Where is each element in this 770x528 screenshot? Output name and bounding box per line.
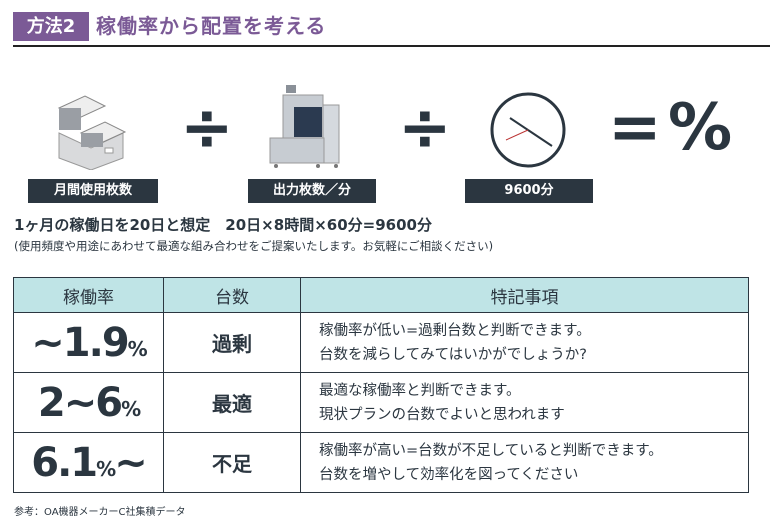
- header-units: 台数: [163, 277, 301, 313]
- note-line: 最適な稼働率と判断できます。: [319, 382, 521, 399]
- rate-value: 2~6: [37, 379, 123, 426]
- table-row: ~1.9% 過剰 稼働率が低い=過剰台数と判断できます。 台数を減らしてみてはいか…: [13, 312, 749, 373]
- utilization-table: 稼働率 台数 特記事項 ~1.9% 過剰 稼働率が低い=過剰台数と判断できます。…: [13, 277, 749, 493]
- clock-icon: [490, 92, 566, 168]
- note-line: 稼働率が高い=台数が不足していると判断できます。: [319, 442, 663, 459]
- source-footnote: 参考：OA機器メーカーC社集積データ: [14, 507, 186, 518]
- notes-cell: 稼働率が低い=過剰台数と判断できます。 台数を減らしてみてはいかがでしょうか?: [300, 312, 749, 373]
- notes-cell: 最適な稼働率と判断できます。現状プランの台数でよいと思われます: [300, 372, 749, 433]
- rate-unit: %: [127, 336, 148, 361]
- units-cell: 最適: [163, 372, 301, 433]
- note-line: 稼働率が低い=過剰台数と判断できます。: [319, 322, 591, 339]
- percent-sign: %: [668, 91, 733, 165]
- note-line: 台数を増やして効率化を図ってください: [319, 466, 579, 483]
- divide-sign: ÷: [180, 91, 234, 165]
- paper-stack-icon: [57, 95, 127, 170]
- equals-sign: =: [608, 91, 662, 165]
- units-cell: 過剰: [163, 312, 301, 373]
- assumption-text: 1ヶ月の稼働日を20日と想定 20日×8時間×60分=9600分: [14, 216, 432, 234]
- page-title: 稼働率から配置を考える: [96, 14, 327, 38]
- header-rate: 稼働率: [13, 277, 164, 313]
- divide-sign: ÷: [398, 91, 452, 165]
- rate-cell: 6.1%~: [13, 432, 164, 493]
- note-text: (使用頻度や用途にあわせて最適な組み合わせをご提案いたします。お気軽にご相談くだ…: [14, 239, 494, 253]
- rate-suffix: ~: [114, 439, 147, 486]
- rate-cell: 2~6%: [13, 372, 164, 433]
- label-output-per-minute: 出力枚数／分: [248, 179, 376, 203]
- units-cell: 不足: [163, 432, 301, 493]
- table-header-row: 稼働率 台数 特記事項: [13, 277, 749, 313]
- label-monthly-usage: 月間使用枚数: [28, 179, 158, 203]
- rate-value: ~1.9: [31, 319, 129, 366]
- rate-value: 6.1: [31, 439, 98, 486]
- rate-unit: %: [96, 456, 116, 481]
- table-row: 2~6% 最適 最適な稼働率と判断できます。現状プランの台数でよいと思われます: [13, 372, 749, 433]
- note-line: 現状プランの台数でよいと思われます: [319, 406, 565, 423]
- rate-cell: ~1.9%: [13, 312, 164, 373]
- header-notes: 特記事項: [300, 277, 749, 313]
- method-badge: 方法2: [13, 12, 89, 41]
- title-divider: [13, 45, 770, 47]
- table-row: 6.1%~ 不足 稼働率が高い=台数が不足していると判断できます。 台数を増やして…: [13, 432, 749, 493]
- label-minutes: 9600分: [465, 179, 593, 203]
- note-line: 台数を減らしてみてはいかがでしょうか?: [319, 346, 587, 363]
- notes-cell: 稼働率が高い=台数が不足していると判断できます。 台数を増やして効率化を図ってくだ…: [300, 432, 749, 493]
- copier-icon: [269, 85, 340, 168]
- rate-unit: %: [121, 396, 141, 421]
